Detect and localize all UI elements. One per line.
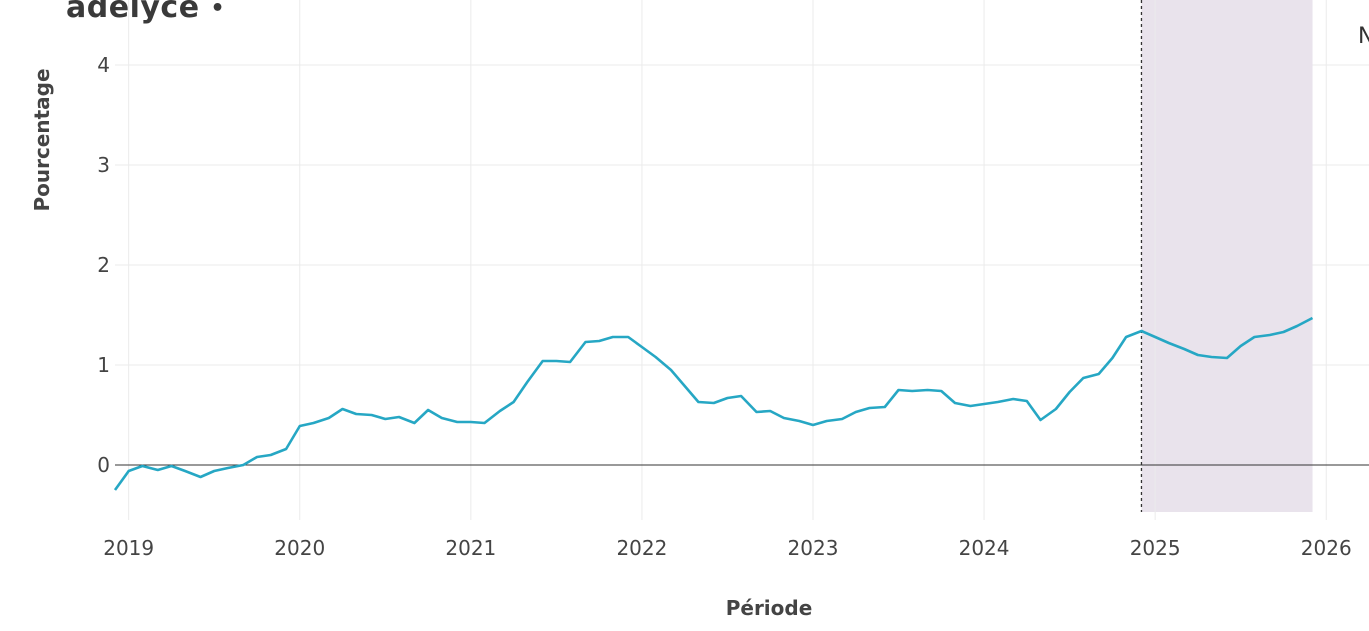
y-axis-title: Pourcentage	[30, 68, 54, 211]
y-tick-label: 3	[97, 153, 110, 177]
x-tick-labels: 2019 2020 2021 2022 2023 2024 2025 2026	[103, 536, 1351, 560]
clipped-edge-text: N	[1358, 24, 1369, 49]
x-tick-label: 2025	[1130, 536, 1181, 560]
x-tick-label: 2023	[788, 536, 839, 560]
x-tick-label: 2024	[959, 536, 1010, 560]
y-tick-label: 1	[97, 353, 110, 377]
x-axis-title: Période	[726, 596, 813, 620]
x-tick-label: 2021	[445, 536, 496, 560]
x-tick-label: 2019	[103, 536, 154, 560]
x-tick-label: 2022	[616, 536, 667, 560]
x-gridlines	[128, 0, 1327, 520]
forecast-band	[1141, 0, 1313, 512]
brand-logo: adelyce •	[66, 0, 225, 25]
brand-name: adelyce	[66, 0, 200, 25]
x-tick-label: 2026	[1301, 536, 1352, 560]
x-tick-label: 2020	[274, 536, 325, 560]
y-tick-label: 2	[97, 253, 110, 277]
y-tick-label: 4	[97, 53, 110, 77]
y-tick-labels: 0 1 2 3 4	[97, 53, 110, 477]
y-tick-label: 0	[97, 453, 110, 477]
brand-dot: •	[210, 0, 226, 21]
series-line	[113, 316, 1314, 491]
